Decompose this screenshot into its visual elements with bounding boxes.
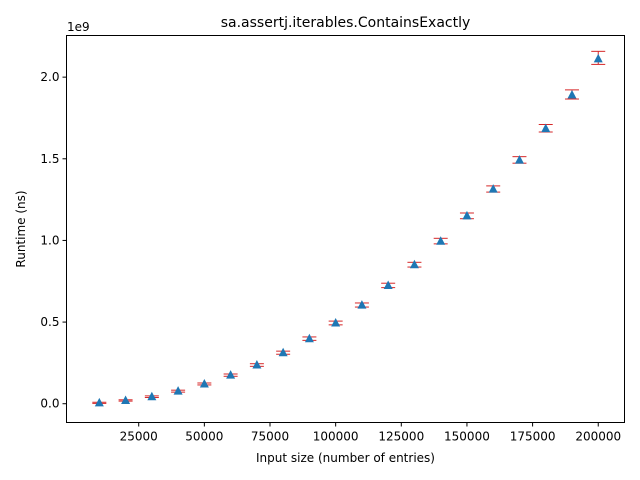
- triangle-marker: [488, 184, 498, 193]
- x-tick-label: 200000: [575, 430, 621, 444]
- data-point: [118, 395, 133, 404]
- triangle-marker: [226, 370, 236, 379]
- y-tick-label: 0.0: [40, 397, 59, 411]
- chart-title: sa.assertj.iterables.ContainsExactly: [221, 15, 471, 31]
- data-point: [354, 300, 369, 309]
- data-point: [144, 391, 159, 401]
- data-point: [223, 370, 238, 379]
- data-point: [433, 236, 448, 245]
- data-point: [538, 123, 553, 133]
- y-tick-label: 2.0: [40, 70, 59, 84]
- triangle-marker: [94, 397, 104, 407]
- y-axis-label: Runtime (ns): [14, 190, 28, 267]
- x-tick-label: 25000: [120, 430, 158, 444]
- data-point: [171, 386, 186, 395]
- data-point: [591, 50, 606, 65]
- triangle-marker: [304, 333, 314, 343]
- triangle-marker: [593, 53, 603, 63]
- plot-frame: [66, 35, 625, 423]
- triangle-marker: [173, 386, 183, 395]
- triangle-marker: [383, 280, 393, 289]
- triangle-marker: [199, 378, 209, 388]
- triangle-marker: [436, 236, 446, 245]
- triangle-marker: [567, 89, 577, 99]
- x-tick-label: 50000: [185, 430, 223, 444]
- data-point: [92, 397, 107, 407]
- triangle-marker: [278, 347, 288, 357]
- triangle-marker: [252, 360, 262, 369]
- y-axis-ticks: 0.0 0.5 1.0 1.5 2.0: [40, 70, 67, 411]
- data-point: [328, 318, 343, 327]
- data-point: [512, 155, 527, 164]
- y-scale-label: 1e9: [67, 20, 90, 34]
- triangle-marker: [409, 259, 419, 269]
- y-tick-label: 0.5: [40, 315, 59, 329]
- plot-data-layer: [92, 50, 606, 407]
- x-axis-ticks: 25000 50000 75000 100000 125000 150000 175000 2…: [120, 422, 621, 444]
- triangle-marker: [357, 300, 367, 309]
- y-tick-label: 1.5: [40, 152, 59, 166]
- x-tick-label: 175000: [510, 430, 556, 444]
- x-tick-label: 100000: [313, 430, 359, 444]
- y-tick-label: 1.0: [40, 233, 59, 247]
- data-point: [486, 184, 501, 193]
- data-point: [564, 89, 579, 100]
- data-point: [381, 280, 396, 289]
- data-point: [407, 259, 422, 269]
- x-tick-label: 125000: [378, 430, 424, 444]
- data-point: [459, 210, 474, 220]
- triangle-marker: [541, 123, 551, 133]
- data-point: [276, 347, 291, 357]
- triangle-marker: [514, 155, 524, 164]
- x-axis-label: Input size (number of entries): [256, 451, 435, 465]
- data-point: [249, 360, 264, 369]
- data-point: [197, 378, 212, 388]
- x-tick-label: 75000: [251, 430, 289, 444]
- data-point: [302, 333, 317, 343]
- triangle-marker: [121, 395, 131, 404]
- x-tick-label: 150000: [444, 430, 490, 444]
- triangle-marker: [147, 391, 157, 401]
- triangle-marker: [462, 210, 472, 220]
- triangle-marker: [331, 318, 341, 327]
